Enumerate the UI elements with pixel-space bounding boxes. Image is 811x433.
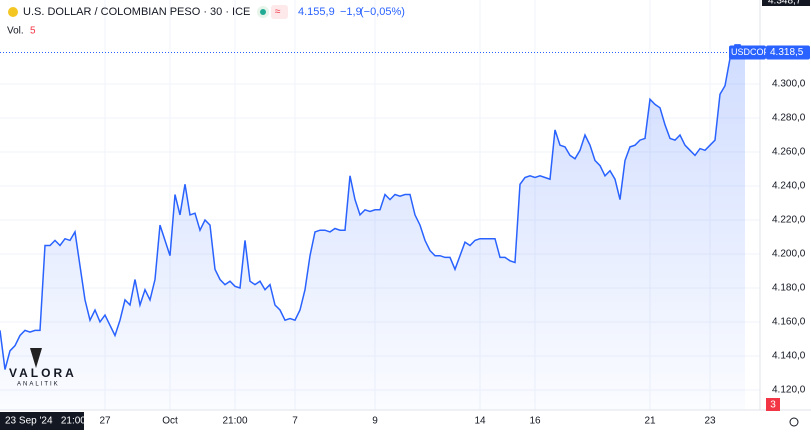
x-tick-label: 9 <box>372 416 378 427</box>
x-tick-label: 21:00 <box>222 416 247 427</box>
x-tick-label: 7 <box>292 416 298 427</box>
y-tick-label: 4.280,0 <box>772 113 806 124</box>
area <box>0 44 745 411</box>
symbol-tag-text: USDCOP <box>731 47 770 57</box>
crosshair-y-box <box>762 0 810 6</box>
header-change: −1,9 <box>340 6 362 18</box>
crosshair-x-label: 23 Sep '24 21:00 <box>5 416 86 427</box>
price-tag <box>766 45 810 60</box>
x-tick-label: 27 <box>99 416 111 427</box>
y-tick-label: 4.180,0 <box>772 283 806 294</box>
y-tick-label: 4.260,0 <box>772 147 806 158</box>
logo-mark <box>30 348 42 368</box>
flag-icon <box>8 7 18 17</box>
badge-box <box>766 398 780 411</box>
badge-text: 3 <box>770 400 776 411</box>
volume-value: 5 <box>30 26 36 37</box>
price-tag-text: 4.318,5 <box>770 47 804 58</box>
price-scale <box>760 0 811 433</box>
y-tick-label: 4.140,0 <box>772 351 806 362</box>
y-tick-label: 4.300,0 <box>772 79 806 90</box>
settings-icon[interactable] <box>789 417 799 427</box>
header-price: 4.155,9 <box>298 6 335 18</box>
crosshair-y-label: 4.348,7 <box>768 0 802 7</box>
status-dot <box>260 9 266 15</box>
header-change-pct: (−0,05%) <box>360 6 405 18</box>
delay-glyph: ≈ <box>275 7 281 18</box>
symbol-tag <box>729 45 766 60</box>
volume-label: Vol. <box>7 26 24 37</box>
delay-icon <box>271 5 288 19</box>
y-tick-label: 4.240,0 <box>772 181 806 192</box>
x-tick-label: Oct <box>162 416 178 427</box>
x-tick-label: 16 <box>529 416 541 427</box>
price-line <box>0 44 746 370</box>
y-tick-label: 4.160,0 <box>772 317 806 328</box>
x-tick-label: 14 <box>474 416 486 427</box>
crosshair-x-box <box>0 412 84 430</box>
y-tick-label: 4.120,0 <box>772 385 806 396</box>
watermark-sub: ANALITIK <box>17 382 60 388</box>
x-tick-label: 23 <box>704 416 716 427</box>
watermark-name: VALORA <box>9 366 77 380</box>
x-tick-label: 21 <box>644 416 656 427</box>
y-tick-label: 4.200,0 <box>772 249 806 260</box>
y-tick-label: 4.220,0 <box>772 215 806 226</box>
symbol-title[interactable]: U.S. DOLLAR / COLOMBIAN PESO · 30 · ICE <box>23 6 250 18</box>
